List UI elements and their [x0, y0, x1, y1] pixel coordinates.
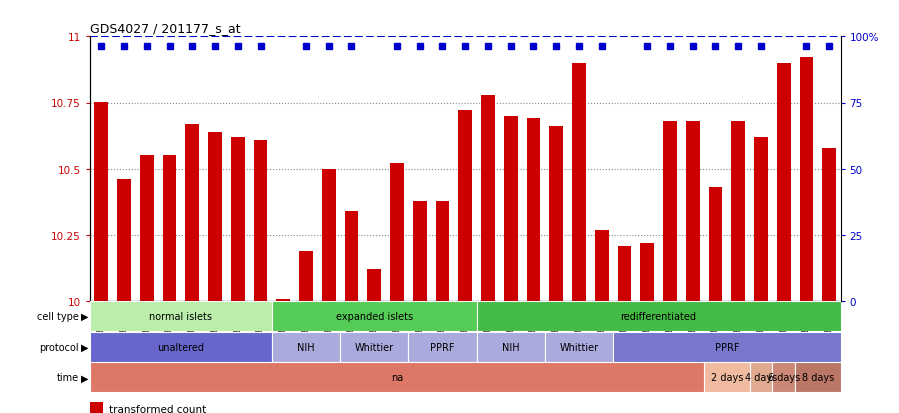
Bar [231, 138, 245, 301]
Bar [140, 156, 154, 301]
Bar [708, 188, 722, 301]
Text: ▶: ▶ [81, 373, 88, 382]
Text: NIH: NIH [502, 342, 520, 352]
Bar [640, 243, 654, 301]
Bar [754, 138, 768, 301]
Bar [163, 156, 176, 301]
Bar [90, 332, 271, 362]
Bar [527, 119, 540, 301]
Text: cell type: cell type [37, 311, 78, 321]
Text: time: time [57, 373, 78, 382]
Bar [458, 111, 472, 301]
Text: 4 days: 4 days [745, 373, 777, 382]
Bar [185, 124, 199, 301]
Bar [795, 363, 841, 392]
Text: PPRF: PPRF [431, 342, 455, 352]
Bar [686, 122, 699, 301]
Bar [340, 332, 408, 362]
Text: transformed count: transformed count [109, 404, 206, 413]
Text: ▶: ▶ [81, 311, 88, 321]
Bar [777, 64, 790, 301]
Bar [299, 251, 313, 301]
Bar [545, 332, 613, 362]
Text: expanded islets: expanded islets [335, 311, 413, 321]
Bar [750, 363, 772, 392]
Bar [595, 230, 609, 301]
Text: Whittier: Whittier [355, 342, 394, 352]
Text: GDS4027 / 201177_s_at: GDS4027 / 201177_s_at [90, 21, 241, 35]
Bar [613, 332, 841, 362]
Bar [390, 164, 404, 301]
Bar [271, 301, 476, 331]
Bar [772, 363, 795, 392]
Bar [704, 363, 750, 392]
Text: na: na [391, 373, 403, 382]
Bar [476, 301, 841, 331]
Bar [476, 332, 545, 362]
Bar [271, 332, 340, 362]
Text: 8 days: 8 days [802, 373, 834, 382]
Text: 6 days: 6 days [768, 373, 800, 382]
Text: protocol: protocol [39, 342, 78, 352]
Bar [90, 301, 271, 331]
Text: ▶: ▶ [81, 342, 88, 352]
Bar [799, 58, 814, 301]
Bar [481, 95, 494, 301]
Text: Whittier: Whittier [559, 342, 599, 352]
Bar [209, 132, 222, 301]
Bar [732, 122, 745, 301]
Text: PPRF: PPRF [715, 342, 739, 352]
Bar [408, 332, 476, 362]
Bar [572, 64, 586, 301]
Bar [504, 116, 518, 301]
Bar [413, 201, 426, 301]
Bar [663, 122, 677, 301]
Bar [94, 103, 108, 301]
Bar [322, 169, 335, 301]
Bar [254, 140, 267, 301]
Bar [90, 363, 704, 392]
Bar [823, 148, 836, 301]
Bar [276, 299, 290, 301]
Bar [90, 402, 103, 413]
Bar [436, 201, 450, 301]
Text: redifferentiated: redifferentiated [620, 311, 697, 321]
Bar [549, 127, 563, 301]
Text: 2 days: 2 days [710, 373, 743, 382]
Bar [344, 211, 359, 301]
Bar [618, 246, 631, 301]
Text: unaltered: unaltered [157, 342, 204, 352]
Bar [117, 180, 131, 301]
Bar [368, 270, 381, 301]
Text: normal islets: normal islets [149, 311, 212, 321]
Text: NIH: NIH [298, 342, 315, 352]
